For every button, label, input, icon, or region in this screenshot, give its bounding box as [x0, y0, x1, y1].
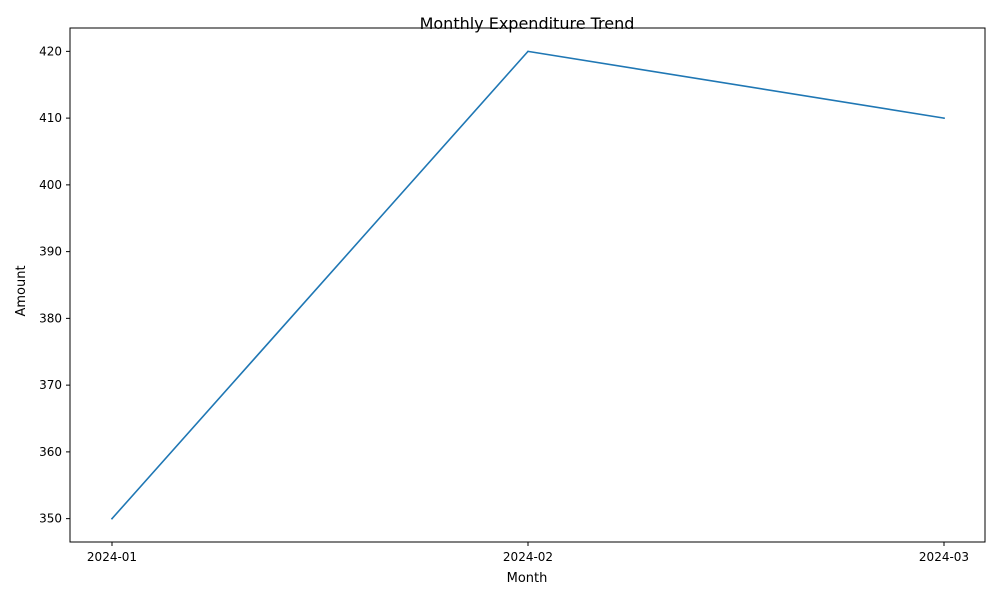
data-point: [111, 517, 113, 520]
x-axis: 2024-01 2024-02 2024-03: [87, 542, 969, 564]
y-tick-label: 420: [39, 44, 62, 58]
x-tick-label: 2024-02: [503, 550, 553, 564]
y-tick-label: 410: [39, 111, 62, 125]
y-tick-label: 370: [39, 378, 62, 392]
data-point: [527, 50, 529, 53]
y-axis-label: Amount: [14, 265, 29, 316]
chart-title: Monthly Expenditure Trend: [420, 14, 635, 33]
y-tick-label: 360: [39, 445, 62, 459]
y-tick-label: 390: [39, 245, 62, 259]
x-axis-label: Month: [507, 571, 548, 586]
series-layer: [110, 50, 945, 520]
y-axis: 350 360 370 380 390 400 410 420: [39, 44, 70, 526]
y-tick-label: 400: [39, 178, 62, 192]
data-point: [943, 117, 945, 119]
y-tick-label: 380: [39, 311, 62, 325]
x-tick-label: 2024-03: [919, 550, 969, 564]
y-tick-label: 350: [39, 512, 62, 526]
x-tick-label: 2024-01: [87, 550, 137, 564]
